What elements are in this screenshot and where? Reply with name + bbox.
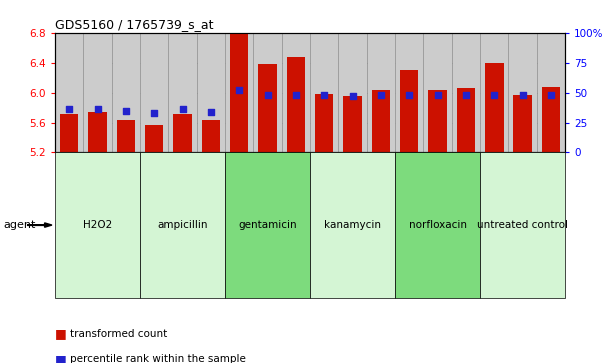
Bar: [89, 112, 107, 152]
Text: untreated control: untreated control: [477, 220, 568, 230]
Bar: [508, 33, 537, 152]
Point: [518, 92, 527, 98]
Bar: [258, 64, 277, 152]
Bar: [485, 62, 503, 152]
Point: [461, 92, 471, 98]
Bar: [452, 33, 480, 152]
Text: GDS5160 / 1765739_s_at: GDS5160 / 1765739_s_at: [55, 19, 213, 32]
Point: [149, 110, 159, 116]
Point: [64, 106, 74, 112]
Point: [121, 108, 131, 114]
Bar: [457, 88, 475, 152]
Bar: [202, 119, 220, 152]
Point: [348, 93, 357, 98]
Bar: [367, 33, 395, 152]
Text: norfloxacin: norfloxacin: [409, 220, 467, 230]
Bar: [310, 33, 338, 152]
Bar: [197, 33, 225, 152]
Text: ampicillin: ampicillin: [157, 220, 208, 230]
Point: [93, 106, 103, 112]
Point: [178, 106, 188, 112]
Bar: [537, 33, 565, 152]
Bar: [254, 33, 282, 152]
Bar: [282, 33, 310, 152]
Text: ■: ■: [55, 327, 67, 340]
Bar: [343, 96, 362, 152]
Point: [404, 92, 414, 98]
Bar: [169, 33, 197, 152]
Bar: [338, 33, 367, 152]
Bar: [140, 33, 169, 152]
Text: transformed count: transformed count: [70, 329, 167, 339]
Bar: [428, 90, 447, 152]
Point: [320, 92, 329, 98]
Bar: [480, 33, 508, 152]
Text: kanamycin: kanamycin: [324, 220, 381, 230]
Point: [376, 92, 386, 98]
Text: gentamicin: gentamicin: [238, 220, 297, 230]
Bar: [542, 87, 560, 152]
Bar: [513, 95, 532, 152]
Bar: [395, 33, 423, 152]
Point: [433, 92, 442, 98]
Text: percentile rank within the sample: percentile rank within the sample: [70, 354, 246, 363]
Bar: [315, 94, 334, 152]
Bar: [423, 33, 452, 152]
Bar: [145, 125, 163, 152]
Text: agent: agent: [3, 220, 35, 230]
Bar: [371, 90, 390, 152]
Bar: [225, 33, 254, 152]
Point: [489, 92, 499, 98]
Bar: [174, 114, 192, 152]
Bar: [117, 120, 135, 152]
Point: [235, 87, 244, 93]
Point: [291, 92, 301, 98]
Bar: [55, 33, 83, 152]
Text: H2O2: H2O2: [83, 220, 112, 230]
Bar: [400, 70, 419, 152]
Point: [206, 109, 216, 115]
Bar: [83, 33, 112, 152]
Point: [546, 92, 556, 98]
Bar: [287, 57, 305, 152]
Text: ■: ■: [55, 353, 67, 363]
Bar: [230, 34, 249, 152]
Bar: [60, 114, 78, 152]
Bar: [112, 33, 140, 152]
Point: [263, 92, 273, 98]
